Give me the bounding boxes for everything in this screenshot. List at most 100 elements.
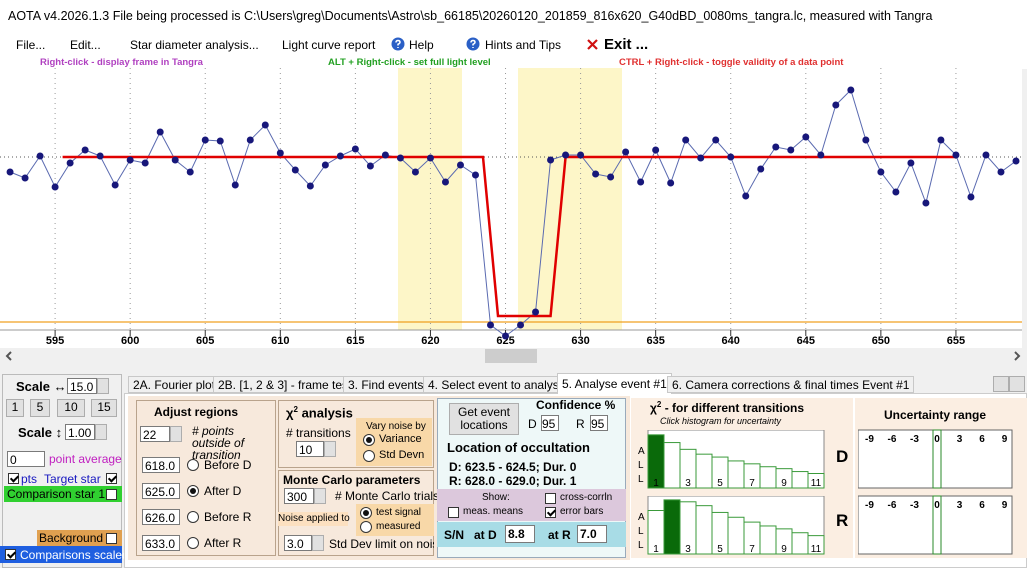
input[interactable]: 3.0: [284, 535, 312, 551]
data-point: [336, 152, 344, 160]
histogram-bar[interactable]: [663, 442, 681, 489]
exit-icon: [587, 39, 598, 50]
radio[interactable]: [187, 511, 199, 523]
histogram-bar[interactable]: [727, 516, 745, 555]
input[interactable]: 625.0: [142, 483, 180, 499]
spinner[interactable]: [170, 426, 182, 442]
chi: χ: [286, 405, 294, 421]
menu-item[interactable]: Light curve report: [282, 38, 376, 52]
radio[interactable]: [187, 459, 199, 471]
tab[interactable]: 2A. Fourier plot: [128, 376, 221, 393]
comparison-row: [4, 486, 122, 502]
element: [5, 351, 12, 361]
tab[interactable]: 3. Find events: [343, 376, 429, 393]
histogram-bar[interactable]: [727, 460, 745, 489]
data-point: [922, 199, 930, 207]
button[interactable]: 15: [91, 399, 117, 417]
label: After D: [204, 484, 242, 498]
checkbox[interactable]: [106, 473, 117, 484]
data-point: [156, 128, 164, 136]
histogram-bar[interactable]: [807, 473, 825, 489]
tab[interactable]: 4. Select event to analyse: [423, 376, 571, 393]
data-point: [441, 178, 449, 186]
spinner[interactable]: [97, 378, 109, 394]
radio[interactable]: [363, 434, 375, 446]
data-point: [381, 151, 389, 159]
dropdown[interactable]: 95: [541, 415, 559, 431]
button[interactable]: Get event locations: [449, 403, 519, 435]
title: - for different transitions: [664, 401, 805, 415]
tab[interactable]: 6. Camera corrections & final times Even…: [667, 376, 915, 393]
histogram-bar[interactable]: [695, 505, 713, 555]
histogram-bar[interactable]: [695, 453, 713, 489]
dropdown[interactable]: 0: [7, 451, 45, 467]
histogram-bar[interactable]: [807, 535, 825, 555]
button[interactable]: 1: [6, 399, 24, 417]
button[interactable]: 10: [57, 399, 85, 417]
menu-item[interactable]: Exit ...: [604, 36, 649, 53]
input[interactable]: 15.0: [67, 378, 97, 394]
dropdown[interactable]: 95: [590, 415, 608, 431]
checkbox[interactable]: [545, 507, 556, 518]
input[interactable]: 618.0: [142, 457, 180, 473]
histogram-bar[interactable]: [663, 499, 681, 555]
radio[interactable]: [187, 537, 199, 549]
input[interactable]: 1.00: [65, 424, 95, 440]
hint: ALT + Right-click - set full light level: [328, 57, 491, 68]
spinner[interactable]: [324, 441, 336, 457]
data-point: [952, 151, 960, 159]
menu-item[interactable]: Hints and Tips: [485, 38, 562, 52]
input[interactable]: 626.0: [142, 509, 180, 525]
output: 8.8: [505, 525, 535, 543]
checkbox[interactable]: [448, 507, 459, 518]
input[interactable]: 633.0: [142, 535, 180, 551]
label: Confidence %: [536, 398, 616, 412]
data-point: [21, 174, 29, 182]
histogram[interactable]: ALL 1 3 5 7 9 11: [634, 430, 826, 490]
tab-scroll-left[interactable]: [993, 376, 1009, 392]
spinner[interactable]: [95, 424, 107, 440]
data-point: [171, 156, 179, 164]
data-point: [832, 101, 840, 109]
tab-selected[interactable]: 5. Analyse event #1: [557, 373, 672, 394]
input[interactable]: 10: [296, 441, 324, 457]
data-point: [712, 136, 720, 144]
menu-item[interactable]: Edit...: [70, 38, 101, 52]
scroll-thumb[interactable]: [485, 349, 537, 363]
checkbox[interactable]: [5, 549, 16, 560]
tab[interactable]: 2B. [1, 2 & 3] - frame test: [213, 376, 357, 393]
button[interactable]: 5: [30, 399, 50, 417]
checkbox[interactable]: [8, 473, 19, 484]
menu-item[interactable]: Star diameter analysis...: [130, 38, 259, 52]
x-tick-label: 620: [421, 335, 439, 347]
output: 7.0: [577, 525, 607, 543]
x-tick-label: 605: [196, 335, 214, 347]
checkbox[interactable]: [106, 533, 117, 544]
checkbox[interactable]: [545, 493, 556, 504]
menu-item[interactable]: Help: [409, 38, 434, 52]
checkbox[interactable]: [106, 489, 117, 500]
menu-item[interactable]: File...: [16, 38, 46, 52]
tab-scroll-right[interactable]: [1009, 376, 1025, 392]
radio[interactable]: [360, 507, 372, 519]
data-point: [592, 170, 600, 178]
histogram-bar[interactable]: [759, 525, 777, 555]
input[interactable]: 300: [284, 488, 314, 504]
spinner[interactable]: [312, 535, 324, 551]
data-point: [51, 183, 59, 191]
radio[interactable]: [187, 485, 199, 497]
histogram[interactable]: ALL 1 3 5 7 9 11: [634, 496, 826, 556]
label: Std Dev limit on noise: [329, 537, 434, 551]
hint-bar: [0, 57, 1027, 69]
histogram-bar[interactable]: [791, 532, 809, 555]
histogram-bar[interactable]: [759, 466, 777, 489]
label: Vary noise by: [366, 421, 426, 432]
chi: χ: [650, 401, 657, 415]
spinner[interactable]: [314, 488, 326, 504]
scroll-right: [1014, 351, 1021, 361]
element: [1014, 351, 1021, 361]
input[interactable]: 22: [140, 426, 170, 442]
radio[interactable]: [363, 450, 375, 462]
histogram-bar[interactable]: [791, 471, 809, 489]
radio[interactable]: [360, 521, 372, 533]
